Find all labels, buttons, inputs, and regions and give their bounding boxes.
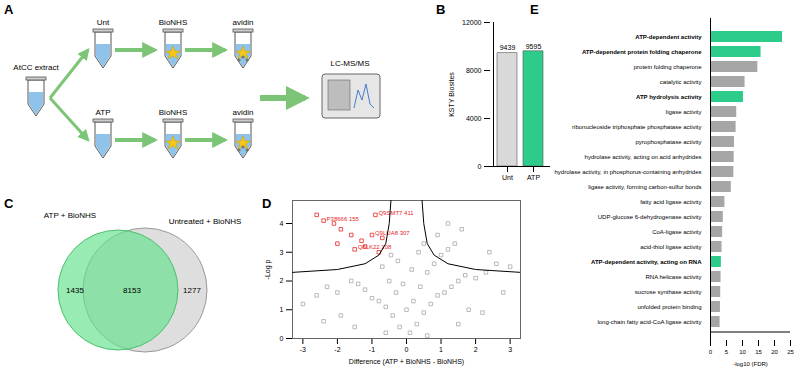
svg-text:CoA-ligase activity: CoA-ligase activity <box>652 229 701 235</box>
svg-text:ATP + BioNHS: ATP + BioNHS <box>44 211 96 220</box>
svg-text:-log10 (FDR): -log10 (FDR) <box>733 361 768 367</box>
svg-text:UDP-glucose 6-dehydrogenase ac: UDP-glucose 6-dehydrogenase activity <box>598 214 702 220</box>
svg-text:acid-thiol ligase activity: acid-thiol ligase activity <box>640 244 701 250</box>
svg-text:Difference (ATP + BioNHS - Bio: Difference (ATP + BioNHS - BioNHS) <box>349 358 464 366</box>
svg-text:ATP: ATP <box>527 174 540 181</box>
svg-text:ribonucleoside triphosphate ph: ribonucleoside triphosphate phosphatase … <box>572 124 701 130</box>
svg-text:RNA helicase activity: RNA helicase activity <box>645 274 701 280</box>
svg-text:Unt: Unt <box>97 18 110 27</box>
svg-text:5: 5 <box>725 349 729 355</box>
svg-text:unfolded protein binding: unfolded protein binding <box>637 304 701 310</box>
svg-text:Unt: Unt <box>502 174 513 181</box>
svg-text:LC-MS/MS: LC-MS/MS <box>330 59 369 68</box>
svg-text:long-chain fatty acid-CoA liga: long-chain fatty acid-CoA ligase activit… <box>597 319 701 325</box>
svg-text:hydrolase activity, in phospho: hydrolase activity, in phosphorus-contai… <box>555 169 702 175</box>
svg-text:hydrolase activity, acting on: hydrolase activity, acting on acid anhyd… <box>585 154 702 160</box>
svg-text:4: 4 <box>280 220 284 227</box>
svg-text:0: 0 <box>280 335 284 342</box>
svg-text:9595: 9595 <box>526 43 542 50</box>
svg-text:8153: 8153 <box>123 286 141 295</box>
svg-text:ATP-dependent activity: ATP-dependent activity <box>635 34 702 40</box>
html-text:C: C <box>4 196 14 211</box>
svg-text:ATP-dependent protein folding: ATP-dependent protein folding chaperone <box>582 49 702 55</box>
html-text:A: A <box>4 2 14 17</box>
svg-text:ATP-dependent activity, acting: ATP-dependent activity, acting on RNA <box>591 259 702 265</box>
svg-text:Q8LK22 108: Q8LK22 108 <box>358 244 392 250</box>
svg-text:ligase activity, forming carbo: ligase activity, forming carbon-sulfur b… <box>588 184 701 190</box>
svg-text:1: 1 <box>439 346 443 353</box>
svg-text:1: 1 <box>280 306 284 313</box>
svg-text:ligase activity: ligase activity <box>666 109 702 115</box>
svg-text:1435: 1435 <box>66 286 84 295</box>
svg-text:pyrophosphatase activity: pyrophosphatase activity <box>635 139 701 145</box>
svg-text:3: 3 <box>280 248 284 255</box>
svg-text:avidin: avidin <box>233 108 254 117</box>
svg-text:Q9SMT7 411: Q9SMT7 411 <box>378 210 414 216</box>
svg-text:0: 0 <box>405 346 409 353</box>
html-text:D: D <box>262 196 272 211</box>
svg-text:P38666 155: P38666 155 <box>327 216 360 222</box>
svg-text:protein folding chaperone: protein folding chaperone <box>634 64 702 70</box>
svg-text:catalytic activity: catalytic activity <box>660 79 702 85</box>
svg-text:-2: -2 <box>334 346 340 353</box>
svg-text:BioNHS: BioNHS <box>159 18 187 27</box>
svg-text:sucrose synthase activity: sucrose synthase activity <box>635 289 702 295</box>
svg-text:3: 3 <box>508 346 512 353</box>
svg-text:2: 2 <box>280 277 284 284</box>
svg-text:0: 0 <box>709 349 713 355</box>
svg-text:4000: 4000 <box>466 115 482 122</box>
svg-text:ATP hydrolysis activity: ATP hydrolysis activity <box>636 94 702 100</box>
svg-text:Untreated + BioNHS: Untreated + BioNHS <box>169 217 242 226</box>
svg-text:2: 2 <box>474 346 478 353</box>
svg-text:10: 10 <box>739 349 746 355</box>
svg-text:fatty acid ligase activity: fatty acid ligase activity <box>640 199 701 205</box>
svg-text:1277: 1277 <box>183 286 201 295</box>
html-text:E: E <box>530 2 539 17</box>
svg-text:12000: 12000 <box>462 19 482 26</box>
svg-text:BioNHS: BioNHS <box>159 108 187 117</box>
svg-text:8000: 8000 <box>466 67 482 74</box>
svg-text:KSTY Biosites: KSTY Biosites <box>448 72 455 117</box>
svg-text:20: 20 <box>771 349 778 355</box>
svg-text:Q9LUA8 307: Q9LUA8 307 <box>375 230 410 236</box>
svg-text:15: 15 <box>755 349 762 355</box>
svg-text:-1: -1 <box>369 346 375 353</box>
svg-text:AtCC extract: AtCC extract <box>13 63 59 72</box>
svg-text:-3: -3 <box>300 346 306 353</box>
svg-text:avidin: avidin <box>233 18 254 27</box>
svg-text:-Log p: -Log p <box>264 259 272 279</box>
svg-text:25: 25 <box>787 349 794 355</box>
svg-text:ATP: ATP <box>96 108 111 117</box>
svg-text:0: 0 <box>478 163 482 170</box>
html-text:B: B <box>436 2 446 17</box>
svg-text:9439: 9439 <box>500 44 516 51</box>
